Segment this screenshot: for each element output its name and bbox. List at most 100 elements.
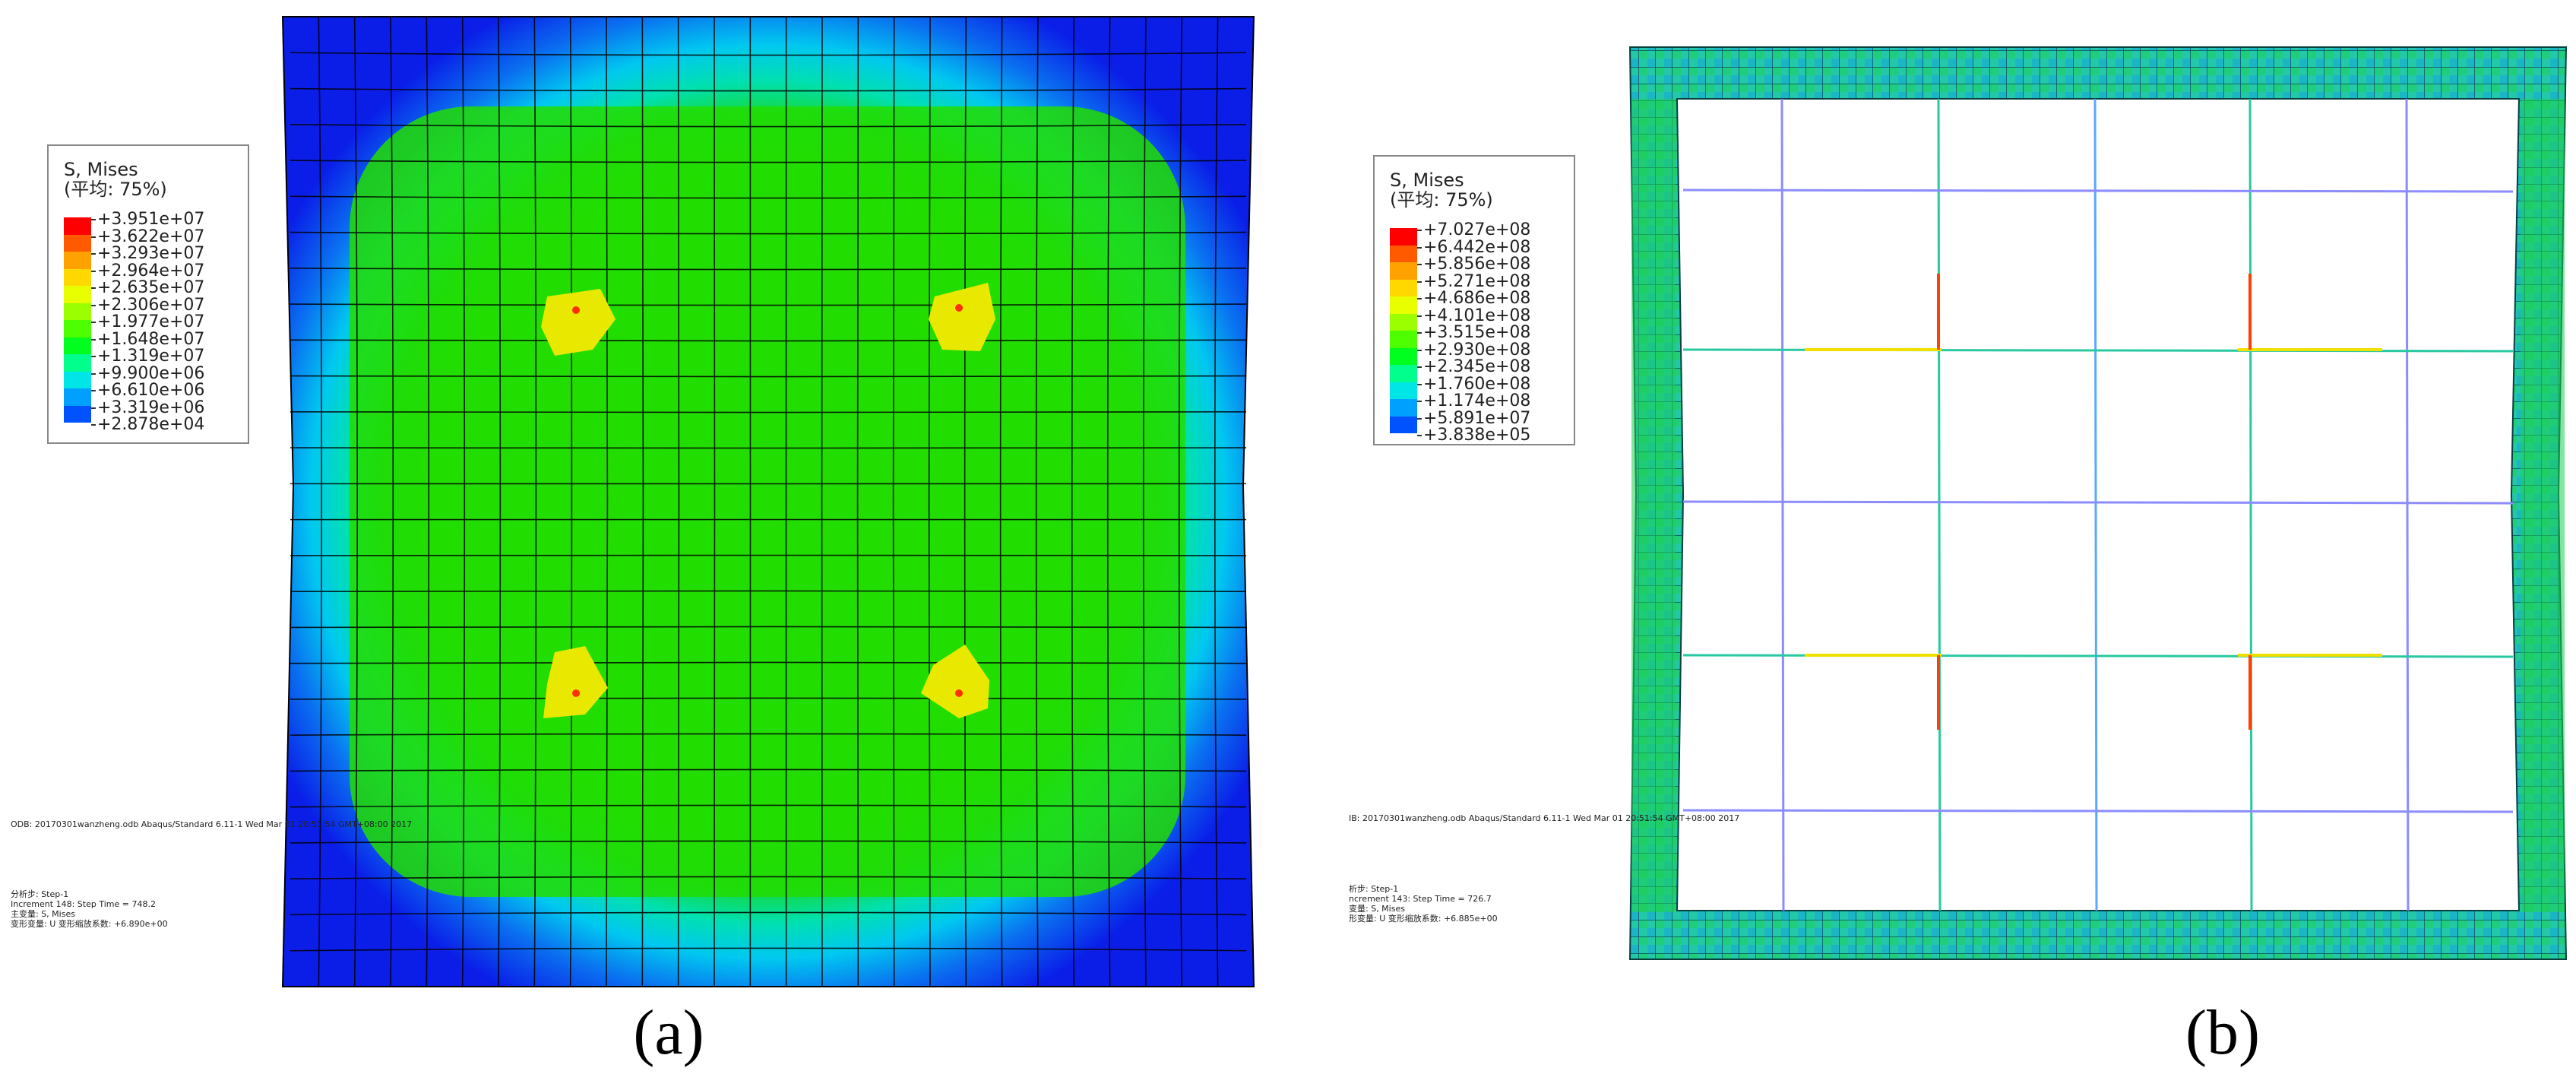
mesh-line-vertical — [606, 16, 609, 987]
rebar-vertical — [2093, 98, 2098, 911]
legend-color-band — [64, 303, 91, 320]
legend-title: S, Mises — [64, 159, 138, 180]
legend-color-band — [64, 217, 91, 235]
mesh-line-horizontal — [290, 947, 1247, 952]
mesh-line-horizontal — [290, 768, 1247, 772]
mesh-line-horizontal — [290, 661, 1247, 664]
legend-tick — [91, 270, 96, 272]
mesh-line-vertical — [1142, 16, 1147, 987]
legend-tick — [91, 338, 96, 341]
legend-tick — [1417, 264, 1422, 265]
hotspot-bottom-left — [543, 646, 608, 718]
figure-label-a: (a) — [633, 997, 704, 1068]
mesh-line-vertical — [533, 16, 537, 987]
hotspot-bottom-right — [921, 645, 989, 718]
legend-color-band — [64, 268, 91, 286]
mesh-grid — [290, 16, 1247, 987]
increment-info: ncrement 143: Step Time = 726.7 — [1349, 894, 1492, 904]
legend-color-band — [64, 252, 91, 269]
legend-color-band — [1390, 365, 1417, 382]
legend-tick — [1417, 315, 1422, 317]
legend-value: +7.027e+08 — [1423, 220, 1531, 239]
legend-value: +3.293e+07 — [97, 244, 205, 263]
legend-value: +1.174e+08 — [1423, 391, 1531, 410]
primary-variable: 主变量: S, Mises — [11, 909, 75, 919]
legend-tick — [91, 407, 96, 409]
legend-tick — [91, 372, 96, 375]
legend-tick — [91, 219, 96, 220]
legend-value: +5.891e+07 — [1423, 408, 1531, 428]
mesh-line-vertical — [964, 16, 967, 987]
legend-color-band — [1390, 313, 1417, 331]
mesh-line-vertical — [426, 16, 430, 987]
legend-tick — [1417, 280, 1422, 283]
mesh-line-horizontal — [290, 697, 1247, 700]
legend-tick — [1417, 435, 1422, 436]
mesh-line-vertical — [856, 16, 859, 987]
mesh-line-horizontal — [290, 268, 1247, 271]
legend-color-band — [1390, 279, 1417, 296]
legend-value: +4.101e+08 — [1423, 306, 1531, 325]
mesh-line-vertical — [461, 16, 466, 987]
legend-tick — [91, 253, 96, 255]
legend-value: +2.635e+07 — [97, 278, 205, 297]
mesh-line-horizontal — [290, 876, 1247, 880]
legend-value: +3.951e+07 — [97, 210, 205, 229]
rebar-vertical — [1780, 98, 1785, 911]
mesh-line-vertical — [1035, 16, 1039, 987]
mesh-line-horizontal — [290, 195, 1247, 199]
mesh-line-horizontal — [290, 911, 1247, 916]
legend-value: +3.319e+06 — [97, 398, 205, 417]
contour-plot-concrete-slab — [281, 16, 1255, 987]
legend-value: +2.964e+07 — [97, 261, 205, 280]
legend-color-band — [64, 354, 91, 372]
legend-value: +5.271e+08 — [1423, 271, 1531, 291]
legend-color-band — [1390, 399, 1417, 417]
legend-subtitle: (平均: 75%) — [1390, 189, 1493, 211]
mesh-line-horizontal — [290, 626, 1247, 629]
rebar-horizontal — [1682, 500, 2514, 505]
legend-color-band — [64, 286, 91, 303]
mesh-line-vertical — [390, 16, 394, 987]
legend-tick — [1417, 349, 1422, 351]
legend-color-band — [1390, 296, 1417, 314]
rebar-vertical — [2405, 98, 2410, 911]
legend-value: +4.686e+08 — [1423, 289, 1531, 308]
mesh-line-horizontal — [290, 339, 1247, 342]
legend-tick — [91, 287, 96, 289]
legend-tick — [1417, 332, 1422, 334]
mesh-line-horizontal — [290, 840, 1247, 844]
legend-value: +6.610e+06 — [97, 381, 205, 400]
rebar-vertical — [1937, 98, 1941, 911]
mesh-line-horizontal — [290, 52, 1247, 56]
legend-color-band — [1390, 228, 1417, 246]
primary-variable: 变量: S, Mises — [1349, 904, 1405, 914]
mesh-line-horizontal — [290, 231, 1247, 235]
frame-opening — [1676, 98, 2521, 911]
legend-value: +1.648e+07 — [97, 329, 205, 349]
contour-plot-steel-frame — [1628, 46, 2568, 960]
legend-subtitle: (平均: 75%) — [64, 179, 167, 200]
legend-tick — [1417, 401, 1422, 402]
legend-tick — [91, 236, 96, 238]
legend-color-band — [1390, 347, 1417, 365]
legend-tick — [91, 424, 96, 426]
legend-value: +2.306e+07 — [97, 295, 205, 315]
deformed-variable: 形变量: U 变形缩放系数: +6.885e+00 — [1349, 914, 1498, 924]
legend-value: +5.856e+08 — [1423, 255, 1531, 274]
legend-tick — [1417, 366, 1422, 368]
rebar-horizontal — [1682, 809, 2514, 813]
rebar-vertical — [2248, 98, 2253, 911]
legend-color-band — [1390, 245, 1417, 262]
step-info: 分析步: Step-1 — [11, 889, 69, 899]
mesh-line-horizontal — [290, 160, 1247, 163]
legend-value: +2.878e+04 — [97, 415, 205, 434]
legend-value: +1.760e+08 — [1423, 374, 1531, 394]
odb-footer: ODB: 20170301wanzheng.odb Abaqus/Standar… — [11, 819, 413, 829]
legend-value: +6.442e+08 — [1423, 237, 1531, 257]
hotspot-top-right — [929, 283, 995, 351]
figure-label-b: (b) — [2185, 997, 2260, 1068]
mesh-line-horizontal — [290, 375, 1247, 378]
legend-color-band — [64, 371, 91, 388]
mesh-line-horizontal — [290, 87, 1247, 92]
